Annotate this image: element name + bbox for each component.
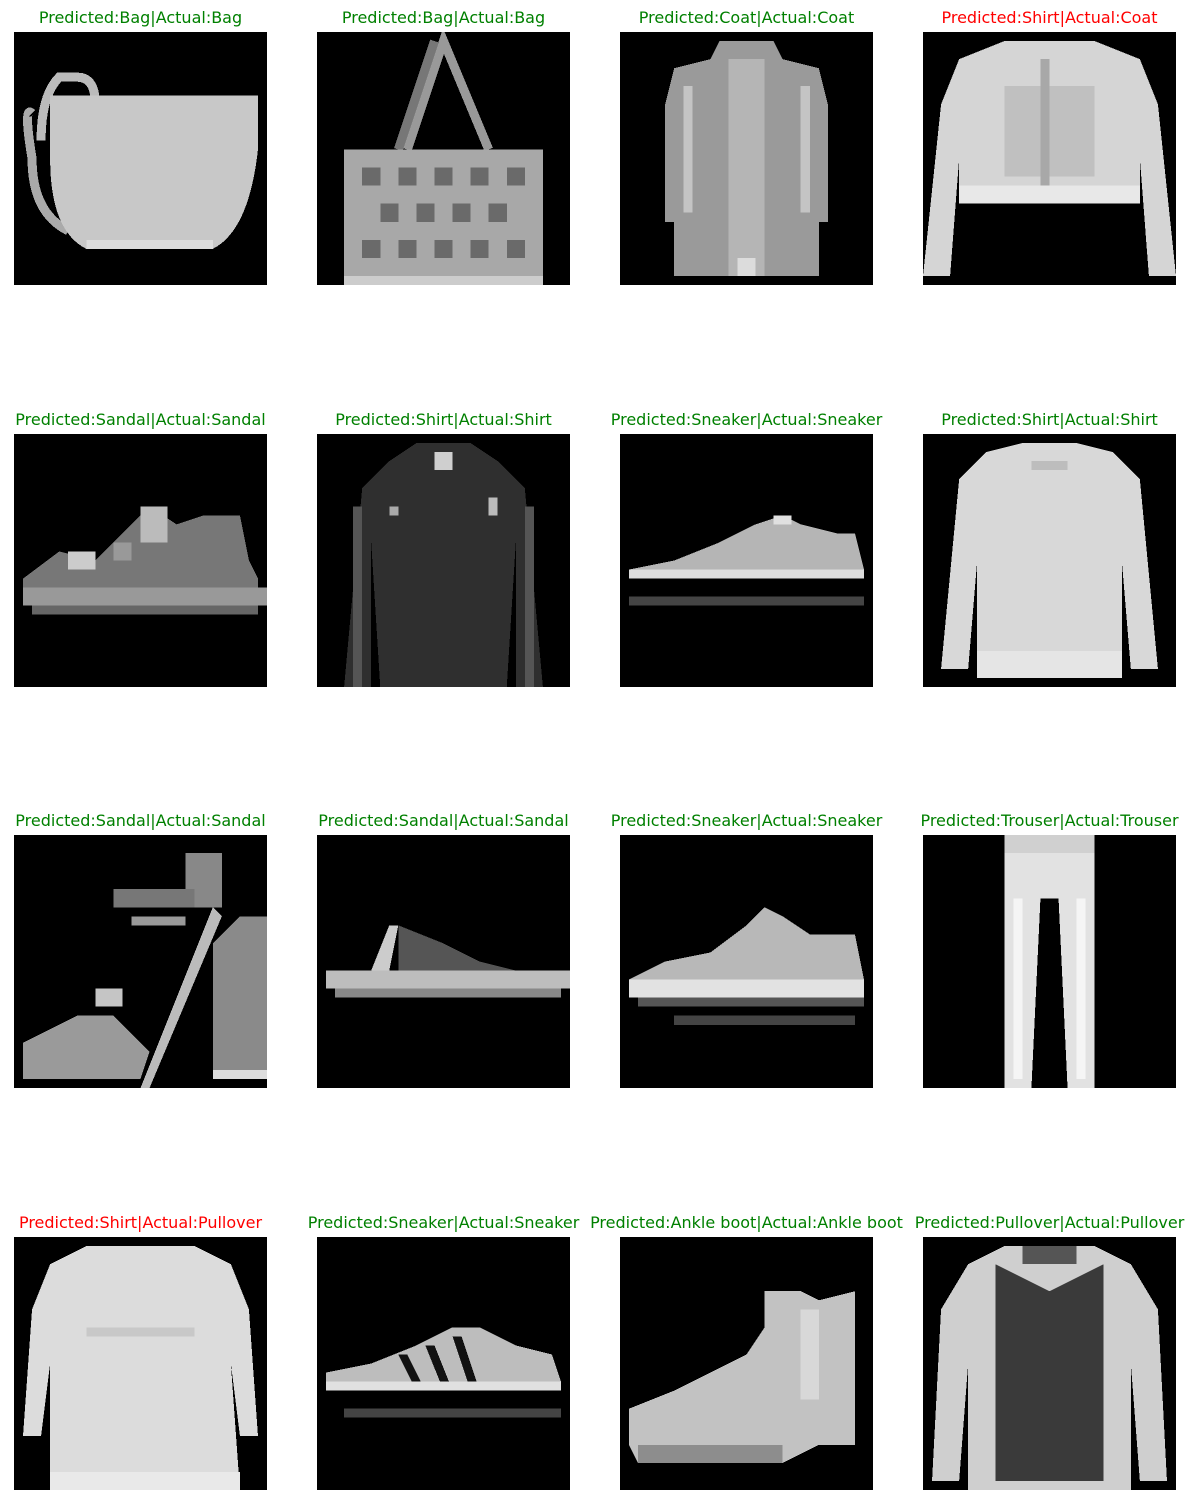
pullover-dark-image xyxy=(923,1237,1176,1490)
panel-title: Predicted:Bag|Actual:Bag xyxy=(341,8,546,27)
ankle-boot-image xyxy=(620,1237,873,1490)
panel-title: Predicted:Sneaker|Actual:Sneaker xyxy=(610,410,883,429)
sneaker-image xyxy=(620,434,873,687)
sneaker-2-image xyxy=(620,835,873,1088)
panel-title: Predicted:Shirt|Actual:Coat xyxy=(941,8,1158,27)
panel-title: Predicted:Shirt|Actual:Shirt xyxy=(941,410,1158,429)
tote-bag-image xyxy=(317,32,570,285)
dark-shirt-image xyxy=(317,434,570,687)
panel-title: Predicted:Bag|Actual:Bag xyxy=(38,8,243,27)
pullover-light-image xyxy=(14,1237,267,1490)
panel-title: Predicted:Sneaker|Actual:Sneaker xyxy=(610,811,883,830)
bag-image xyxy=(14,32,267,285)
sandal-image xyxy=(14,434,267,687)
sweatshirt-image xyxy=(923,434,1176,687)
panel-title: Predicted:Sandal|Actual:Sandal xyxy=(318,811,569,830)
heeled-sandal-image xyxy=(14,835,267,1088)
striped-sneaker-image xyxy=(317,1237,570,1490)
flip-flop-image xyxy=(317,835,570,1088)
panel-title: Predicted:Trouser|Actual:Trouser xyxy=(920,811,1179,830)
panel-title: Predicted:Shirt|Actual:Shirt xyxy=(335,410,552,429)
panel-title: Predicted:Ankle boot|Actual:Ankle boot xyxy=(590,1213,903,1232)
panel-title: Predicted:Coat|Actual:Coat xyxy=(638,8,855,27)
panel-title: Predicted:Sneaker|Actual:Sneaker xyxy=(307,1213,580,1232)
panel-title: Predicted:Sandal|Actual:Sandal xyxy=(15,410,266,429)
panel-title: Predicted:Sandal|Actual:Sandal xyxy=(15,811,266,830)
panel-title: Predicted:Shirt|Actual:Pullover xyxy=(18,1213,263,1232)
trouser-image xyxy=(923,835,1176,1088)
light-top-image xyxy=(923,32,1176,285)
coat-image xyxy=(620,32,873,285)
panel-title: Predicted:Pullover|Actual:Pullover xyxy=(914,1213,1185,1232)
